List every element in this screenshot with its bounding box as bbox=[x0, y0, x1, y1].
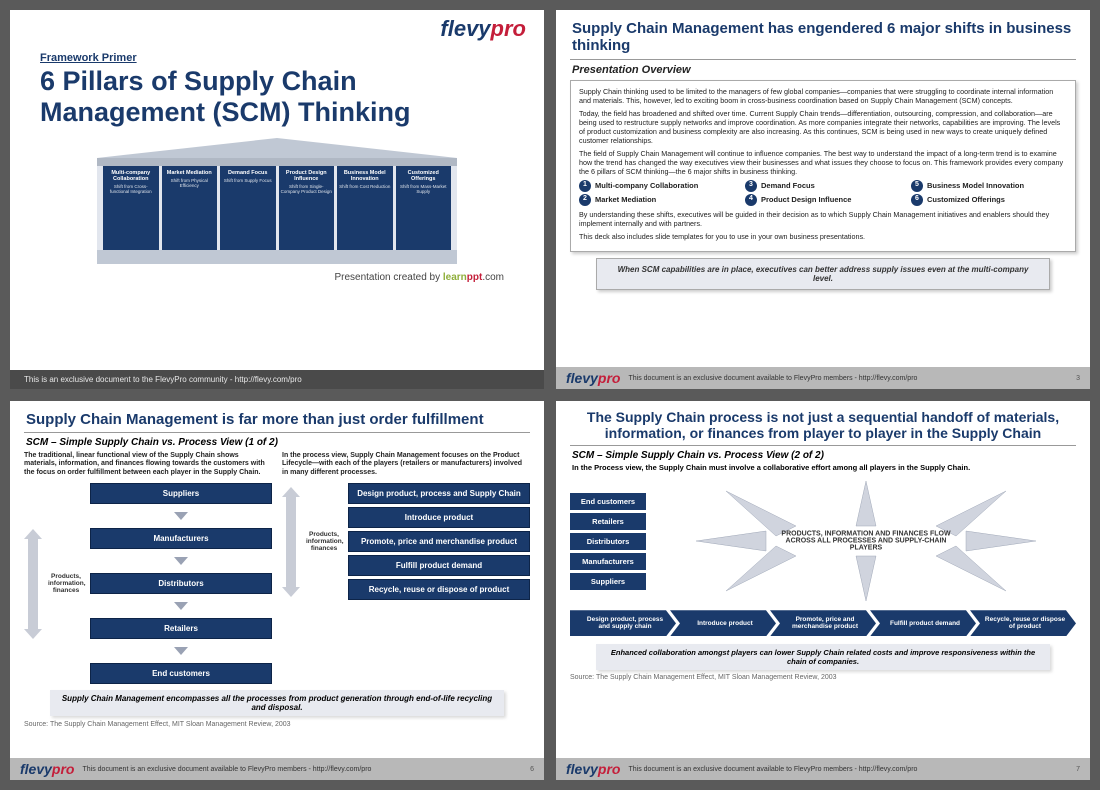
page-number: 3 bbox=[1076, 375, 1080, 382]
star-diagram: PRODUCTS, INFORMATION AND FINANCES FLOW … bbox=[656, 476, 1076, 606]
process-chevron: Recycle, reuse or dispose of product bbox=[970, 610, 1076, 636]
overview-box: Supply Chain thinking used to be limited… bbox=[570, 80, 1076, 252]
overview-p5: This deck also includes slide templates … bbox=[579, 232, 1067, 241]
six-shifts-list: 1Multi-company Collaboration 3Demand Focu… bbox=[579, 180, 1067, 206]
process-chevron: Design product, process and supply chain bbox=[570, 610, 676, 636]
down-arrow-icon bbox=[90, 552, 272, 570]
flow-box: End customers bbox=[90, 663, 272, 684]
slide4-footer: flevypro This document is an exclusive d… bbox=[556, 758, 1090, 780]
player-box: Retailers bbox=[570, 513, 646, 530]
page-number: 6 bbox=[530, 766, 534, 773]
pillars-diagram: Multi-company CollaborationShift from Cr… bbox=[97, 138, 457, 264]
pillar-item: Demand FocusShift from Supply Focus bbox=[220, 166, 276, 250]
flow-box: Introduce product bbox=[348, 507, 530, 528]
process-chevrons: Design product, process and supply chain… bbox=[556, 606, 1090, 640]
slide3-subtitle: SCM – Simple Supply Chain vs. Process Vi… bbox=[10, 437, 544, 452]
process-chevron: Fulfill product demand bbox=[870, 610, 976, 636]
slide4-source: Source: The Supply Chain Management Effe… bbox=[556, 672, 1090, 683]
slide-2: Supply Chain Management has engendered 6… bbox=[556, 10, 1090, 389]
slide4-title: The Supply Chain process is not just a s… bbox=[556, 401, 1090, 445]
framework-primer-label: Framework Primer bbox=[10, 42, 544, 66]
footer-text: This document is an exclusive document a… bbox=[628, 375, 917, 382]
footer-text: This document is an exclusive document a… bbox=[628, 766, 917, 773]
slide-1: flevypro Framework Primer 6 Pillars of S… bbox=[10, 10, 544, 389]
traditional-view-col: The traditional, linear functional view … bbox=[24, 452, 272, 684]
slide4-callout: Enhanced collaboration amongst players c… bbox=[596, 644, 1050, 670]
overview-p2: Today, the field has broadened and shift… bbox=[579, 109, 1067, 145]
flow-box: Suppliers bbox=[90, 483, 272, 504]
flow-box: Recycle, reuse or dispose of product bbox=[348, 579, 530, 600]
slide-3: Supply Chain Management is far more than… bbox=[10, 401, 544, 780]
slide2-title: Supply Chain Management has engendered 6… bbox=[556, 10, 1090, 59]
right-boxes: Design product, process and Supply Chain… bbox=[348, 483, 530, 600]
pillar-item: Market MediationShift from Physical Effi… bbox=[162, 166, 218, 250]
right-desc: In the process view, Supply Chain Manage… bbox=[282, 452, 530, 477]
shift-item: 5Business Model Innovation bbox=[911, 180, 1067, 192]
flow-box: Manufacturers bbox=[90, 528, 272, 549]
page-number: 7 bbox=[1076, 766, 1080, 773]
pillar-item: Business Model InnovationShift from Cost… bbox=[337, 166, 393, 250]
slide2-callout: When SCM capabilities are in place, exec… bbox=[596, 258, 1050, 290]
player-box: Distributors bbox=[570, 533, 646, 550]
side-label-right: Products, information, finances bbox=[306, 531, 342, 552]
pillar-item: Multi-company CollaborationShift from Cr… bbox=[103, 166, 159, 250]
slide2-footer: flevypro This document is an exclusive d… bbox=[556, 367, 1090, 389]
player-box: Suppliers bbox=[570, 573, 646, 590]
overview-p3: The field of Supply Chain Management wil… bbox=[579, 149, 1067, 176]
bidir-arrow-left bbox=[24, 529, 42, 639]
down-arrow-icon bbox=[90, 642, 272, 660]
slide-4: The Supply Chain process is not just a s… bbox=[556, 401, 1090, 780]
overview-p1: Supply Chain thinking used to be limited… bbox=[579, 87, 1067, 105]
side-label-left: Products, information, finances bbox=[48, 573, 84, 594]
pillar-item: Customized OfferingsShift from Mass-Mark… bbox=[396, 166, 452, 250]
left-boxes: Suppliers Manufacturers Distributors Retail… bbox=[90, 483, 272, 684]
process-chevron: Promote, price and merchandise product bbox=[770, 610, 876, 636]
player-box: End customers bbox=[570, 493, 646, 510]
flevypro-logo: flevypro bbox=[440, 16, 526, 42]
slide3-title: Supply Chain Management is far more than… bbox=[10, 401, 544, 432]
flow-box: Fulfill product demand bbox=[348, 555, 530, 576]
shift-item: 2Market Mediation bbox=[579, 194, 735, 206]
left-desc: The traditional, linear functional view … bbox=[24, 452, 272, 477]
slide4-desc: In the Process view, the Supply Chain mu… bbox=[556, 463, 1090, 476]
flow-box: Retailers bbox=[90, 618, 272, 639]
star-center-text: PRODUCTS, INFORMATION AND FINANCES FLOW … bbox=[781, 531, 951, 552]
down-arrow-icon bbox=[90, 507, 272, 525]
slide4-subtitle: SCM – Simple Supply Chain vs. Process Vi… bbox=[556, 450, 1090, 463]
flow-box: Promote, price and merchandise product bbox=[348, 531, 530, 552]
down-arrow-icon bbox=[90, 597, 272, 615]
shift-item: 6Customized Offerings bbox=[911, 194, 1067, 206]
process-chevron: Introduce product bbox=[670, 610, 776, 636]
process-view-col: In the process view, Supply Chain Manage… bbox=[282, 452, 530, 684]
footer-text: This document is an exclusive document a… bbox=[82, 766, 371, 773]
shift-item: 3Demand Focus bbox=[745, 180, 901, 192]
slide3-footer: flevypro This document is an exclusive d… bbox=[10, 758, 544, 780]
shift-item: 4Product Design Influence bbox=[745, 194, 901, 206]
player-stack: End customers Retailers Distributors Manufa… bbox=[570, 493, 646, 590]
slide1-footer: This is an exclusive document to the Fle… bbox=[10, 370, 544, 389]
shift-item: 1Multi-company Collaboration bbox=[579, 180, 735, 192]
slide2-subtitle: Presentation Overview bbox=[556, 64, 1090, 80]
pillars-row: Multi-company CollaborationShift from Cr… bbox=[97, 166, 457, 250]
credit-line: Presentation created by learnppt.com bbox=[10, 264, 544, 291]
bidir-arrow-right bbox=[282, 487, 300, 597]
slide1-title: 6 Pillars of Supply Chain Management (SC… bbox=[10, 66, 544, 128]
flow-box: Design product, process and Supply Chain bbox=[348, 483, 530, 504]
slide3-source: Source: The Supply Chain Management Effe… bbox=[10, 719, 544, 730]
overview-p4: By understanding these shifts, executive… bbox=[579, 210, 1067, 228]
player-box: Manufacturers bbox=[570, 553, 646, 570]
flow-box: Distributors bbox=[90, 573, 272, 594]
slide-grid: flevypro Framework Primer 6 Pillars of S… bbox=[10, 10, 1090, 780]
pillar-item: Product Design InfluenceShift from Singl… bbox=[279, 166, 335, 250]
slide3-callout: Supply Chain Management encompasses all … bbox=[50, 690, 504, 716]
